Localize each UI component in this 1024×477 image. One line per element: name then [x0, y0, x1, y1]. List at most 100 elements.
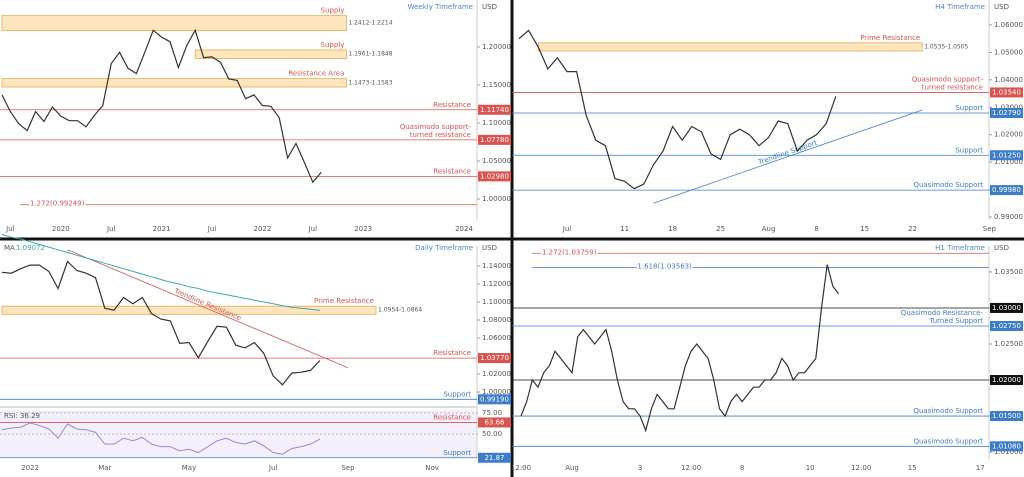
y-tick-label: 1.06000: [994, 21, 1023, 29]
y-tick-label: 1.02000: [994, 131, 1023, 139]
y-tick-label: 1.02500: [994, 340, 1023, 348]
zone: [1, 305, 377, 315]
chart-title: H1 Timeframe: [935, 244, 985, 252]
level-name: Resistance: [433, 167, 471, 175]
y-tick-label: 1.00000: [482, 195, 511, 203]
price-tag-label: 63.66: [484, 418, 505, 426]
trendline: [653, 109, 923, 204]
price-tag: [990, 185, 1023, 196]
y-tick-label: 1.10000: [482, 298, 511, 306]
y-tick-label: 1.03500: [994, 268, 1023, 276]
x-tick-label: Nov: [425, 464, 439, 472]
level-name: Quasimodo Support: [913, 407, 983, 415]
zone-range: 1.1961-1.1848: [348, 51, 392, 58]
rsi-name: RSI: 36.29: [4, 412, 40, 420]
zone: [194, 49, 347, 59]
price-tag: [990, 150, 1023, 161]
price-tag-label: 1.07780: [480, 136, 509, 144]
x-tick-label: Jul: [106, 225, 116, 233]
x-tick-label: 15: [860, 225, 869, 233]
x-tick-label: Sep: [341, 464, 355, 472]
level-name: Support: [955, 146, 983, 154]
price-tag-label: 0.99980: [992, 186, 1021, 194]
x-tick-label: Jul: [308, 225, 318, 233]
ma-value: 1.09072: [16, 244, 45, 252]
x-tick-label: 8: [740, 464, 744, 472]
y-tick-label: 1.10000: [482, 119, 511, 127]
zone-range: 1.2412-1.2214: [348, 20, 392, 27]
y-tick-label: 1.05000: [994, 48, 1023, 56]
zone-name: Supply: [321, 7, 345, 15]
x-tick-label: 12:00: [681, 464, 701, 472]
y-axis-label: USD: [994, 244, 1009, 252]
level-name: Resistance: [433, 349, 471, 357]
price-tag: [990, 411, 1023, 422]
price-tag: [990, 302, 1023, 313]
y-tick-label: 1.05000: [482, 157, 511, 165]
price-tag: [990, 375, 1023, 386]
y-tick-label: 1.00000: [482, 388, 511, 396]
price-tag: [990, 441, 1023, 452]
x-tick-label: 11: [620, 225, 629, 233]
price-tag-label: 1.01250: [992, 151, 1021, 159]
y-tick-label: 1.04000: [994, 76, 1023, 84]
moving-average: [1, 234, 320, 311]
y-axis-label: USD: [482, 3, 497, 11]
level-name: turned resistance: [410, 131, 471, 139]
zone-name: Supply: [321, 41, 345, 49]
y-tick-label: 1.14000: [482, 262, 511, 270]
y-tick-label: 1.08000: [482, 316, 511, 324]
x-tick-label: 12:00: [851, 464, 871, 472]
x-tick-label: Jul: [5, 225, 15, 233]
x-tick-label: 15: [908, 464, 917, 472]
price-tag-label: 1.01500: [992, 412, 1021, 420]
fib-name: 1.618(1.03563): [637, 262, 692, 270]
x-tick-label: 10: [806, 464, 815, 472]
level-name: Resistance: [433, 413, 471, 421]
x-tick-label: May: [182, 464, 196, 472]
x-tick-label: Aug: [565, 464, 579, 472]
x-tick-label: 3: [638, 464, 642, 472]
x-tick-label: 2022: [21, 464, 39, 472]
zone-name: Prime Resistance: [314, 297, 374, 305]
y-tick-label: 1.15000: [482, 81, 511, 89]
price-tag: [478, 452, 511, 463]
price-tag-label: 1.03000: [992, 304, 1021, 312]
y-axis-label: USD: [994, 3, 1009, 11]
level-name: Quasimodo Support: [913, 437, 983, 445]
x-tick-label: 2023: [354, 225, 372, 233]
x-tick-label: Mar: [98, 464, 111, 472]
price-tag-label: 1.02790: [992, 109, 1021, 117]
price-tag-label: 1.02000: [992, 376, 1021, 384]
trendline: [67, 249, 349, 369]
level-name: Resistance: [433, 101, 471, 109]
price-tag: [478, 417, 511, 428]
price-tag-label: 1.03770: [480, 354, 509, 362]
x-tick-label: Jul: [562, 225, 572, 233]
zone-range: 1.1473-1.1583: [348, 79, 392, 86]
chart-title: Daily Timeframe: [415, 244, 473, 252]
fib-name: 1.272(1.03759): [542, 248, 597, 256]
x-tick-label: 22: [908, 225, 917, 233]
y-axis-label: USD: [482, 244, 497, 252]
level-name: Support: [443, 449, 471, 457]
x-tick-label: Jul: [268, 464, 278, 472]
zone: [1, 15, 347, 32]
price-tag: [478, 394, 511, 405]
price-tag: [478, 171, 511, 182]
y-tick-label: 1.02000: [482, 370, 511, 378]
chart-title: Weekly Timeframe: [408, 3, 473, 11]
zone-name: Prime Resistance: [860, 34, 920, 42]
x-tick-label: 2022: [253, 225, 271, 233]
x-tick-label: 2020: [52, 225, 70, 233]
zone: [537, 42, 923, 52]
price-tag: [478, 353, 511, 364]
x-tick-label: Sep: [983, 225, 997, 233]
y-tick-label: 1.01000: [994, 158, 1023, 166]
x-tick-label: 8: [814, 225, 818, 233]
x-tick-label: 18: [668, 225, 677, 233]
y-tick-label: 1.06000: [482, 334, 511, 342]
level-name: Support: [955, 104, 983, 112]
